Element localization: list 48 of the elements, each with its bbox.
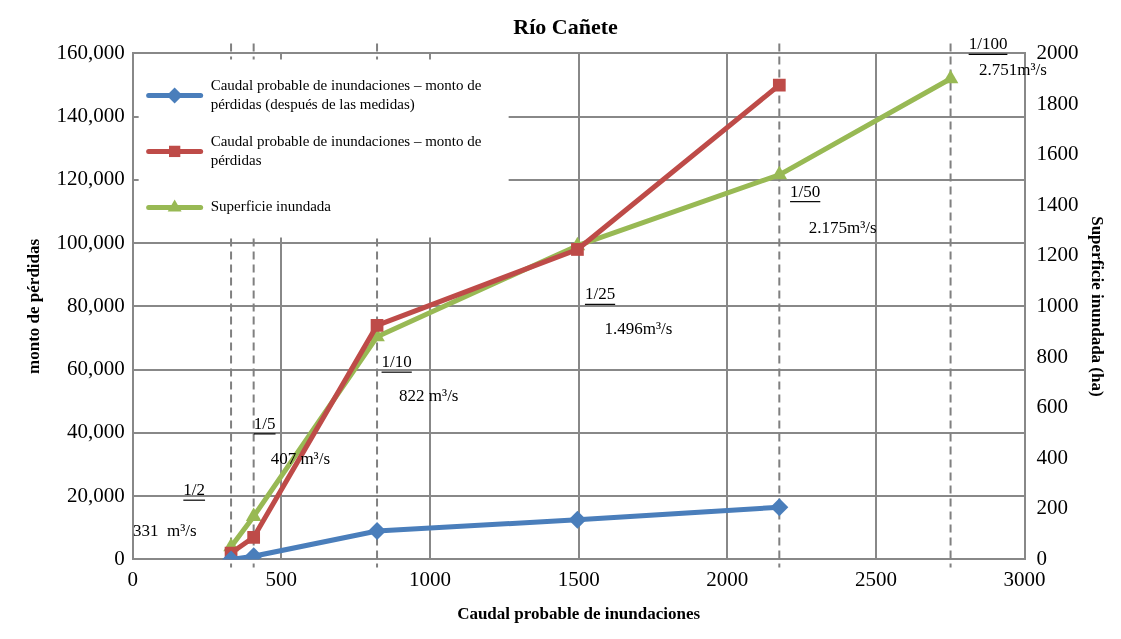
- annotation: 822 m³/s: [399, 385, 459, 405]
- y2-tick-label: 400: [1036, 444, 1069, 469]
- annotation: 1/10: [381, 352, 412, 372]
- y-axis-title: monto de pérdidas: [23, 238, 43, 374]
- y-tick-label: 20,000: [66, 482, 125, 507]
- y-tick-label: 80,000: [66, 292, 125, 317]
- chart-title: Río Cañete: [513, 13, 618, 39]
- annotation: 1/5: [253, 413, 276, 433]
- y-tick-label: 60,000: [66, 356, 125, 381]
- y2-axis-title: Superficie inundada (ha): [1088, 216, 1108, 397]
- y-tick-label: 160,000: [56, 39, 125, 64]
- x-tick-label: 1000: [408, 566, 451, 591]
- legend-label: Caudal probable de inundaciones – monto de pérdidas: [210, 132, 482, 168]
- y-tick-label: 40,000: [66, 419, 125, 444]
- x-axis-title: Caudal probable de inundaciones: [457, 604, 701, 624]
- y-tick-label: 140,000: [56, 103, 125, 128]
- annotation: 2.175m³/s: [808, 217, 877, 237]
- point: [571, 243, 584, 256]
- y2-tick-label: 1800: [1036, 90, 1079, 115]
- point: [772, 78, 786, 92]
- y2-tick-label: 1200: [1036, 242, 1079, 267]
- annotation: 1.496m³/s: [604, 318, 673, 338]
- x-tick-label: 500: [265, 566, 298, 591]
- y-tick-label: 0: [114, 545, 125, 570]
- point: [247, 530, 261, 544]
- point: [770, 498, 789, 517]
- point: [245, 507, 262, 521]
- annotation: 1/50: [790, 181, 821, 201]
- legend-label: Caudal probable de inundaciones – monto de pérdidas (después de las medidas): [210, 76, 482, 113]
- text: 1/100: [968, 34, 1008, 54]
- y-tick-label: 120,000: [56, 166, 125, 191]
- annotation: 331 m³/s: [132, 521, 197, 541]
- x-tick-label: 1500: [557, 566, 600, 591]
- annotation: 1/25: [584, 284, 616, 304]
- point: [568, 510, 587, 529]
- y2-tick-label: 800: [1036, 343, 1069, 368]
- annotation: 1/2: [183, 480, 206, 500]
- y2-tick-label: 200: [1036, 495, 1069, 520]
- x-tick-label: 2000: [706, 566, 749, 591]
- point: [771, 165, 788, 180]
- x-tick-label: 2500: [854, 566, 897, 591]
- y2-tick-label: 600: [1036, 394, 1069, 419]
- y2-tick-label: 1000: [1036, 292, 1079, 317]
- point: [370, 319, 384, 332]
- y-tick-label: 100,000: [56, 229, 125, 254]
- legend-label: Superficie inundada: [210, 198, 332, 215]
- y2-tick-label: 1400: [1036, 191, 1079, 216]
- y2-tick-label: 1600: [1036, 141, 1079, 166]
